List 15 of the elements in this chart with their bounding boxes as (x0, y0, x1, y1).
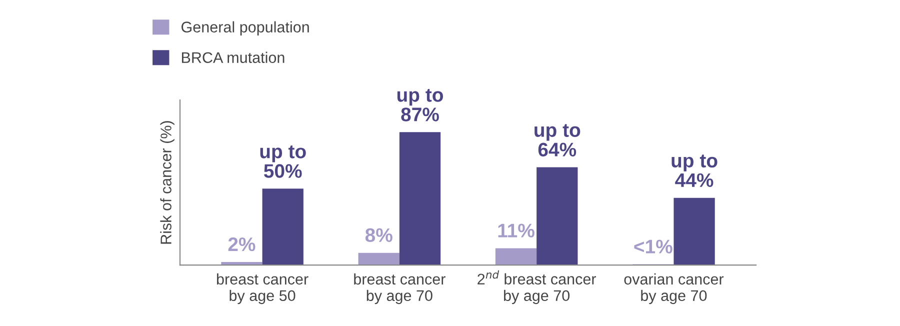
data-label: <1% (634, 240, 672, 254)
x-tick-label: 2$^{nd}$ breast cancer by age 70 (478, 270, 596, 304)
data-label: 8% (365, 228, 392, 242)
data-label: up to 50% (260, 145, 306, 178)
x-tick-label: breast cancer by age 50 (216, 273, 308, 304)
legend-label: General population (182, 21, 309, 36)
data-label: up to 64% (534, 124, 580, 156)
y-axis-title: Risk of cancer (%) (160, 121, 174, 244)
data-label: up to 44% (672, 154, 718, 188)
legend-label: BRCA mutation (182, 52, 284, 64)
x-tick-label: breast cancer by age 70 (354, 273, 446, 304)
x-tick-label: ovarian cancer by age 70 (624, 273, 724, 304)
data-label: up to 87% (397, 88, 443, 122)
data-label: 2% (228, 237, 256, 252)
data-label: 11% (498, 224, 534, 238)
